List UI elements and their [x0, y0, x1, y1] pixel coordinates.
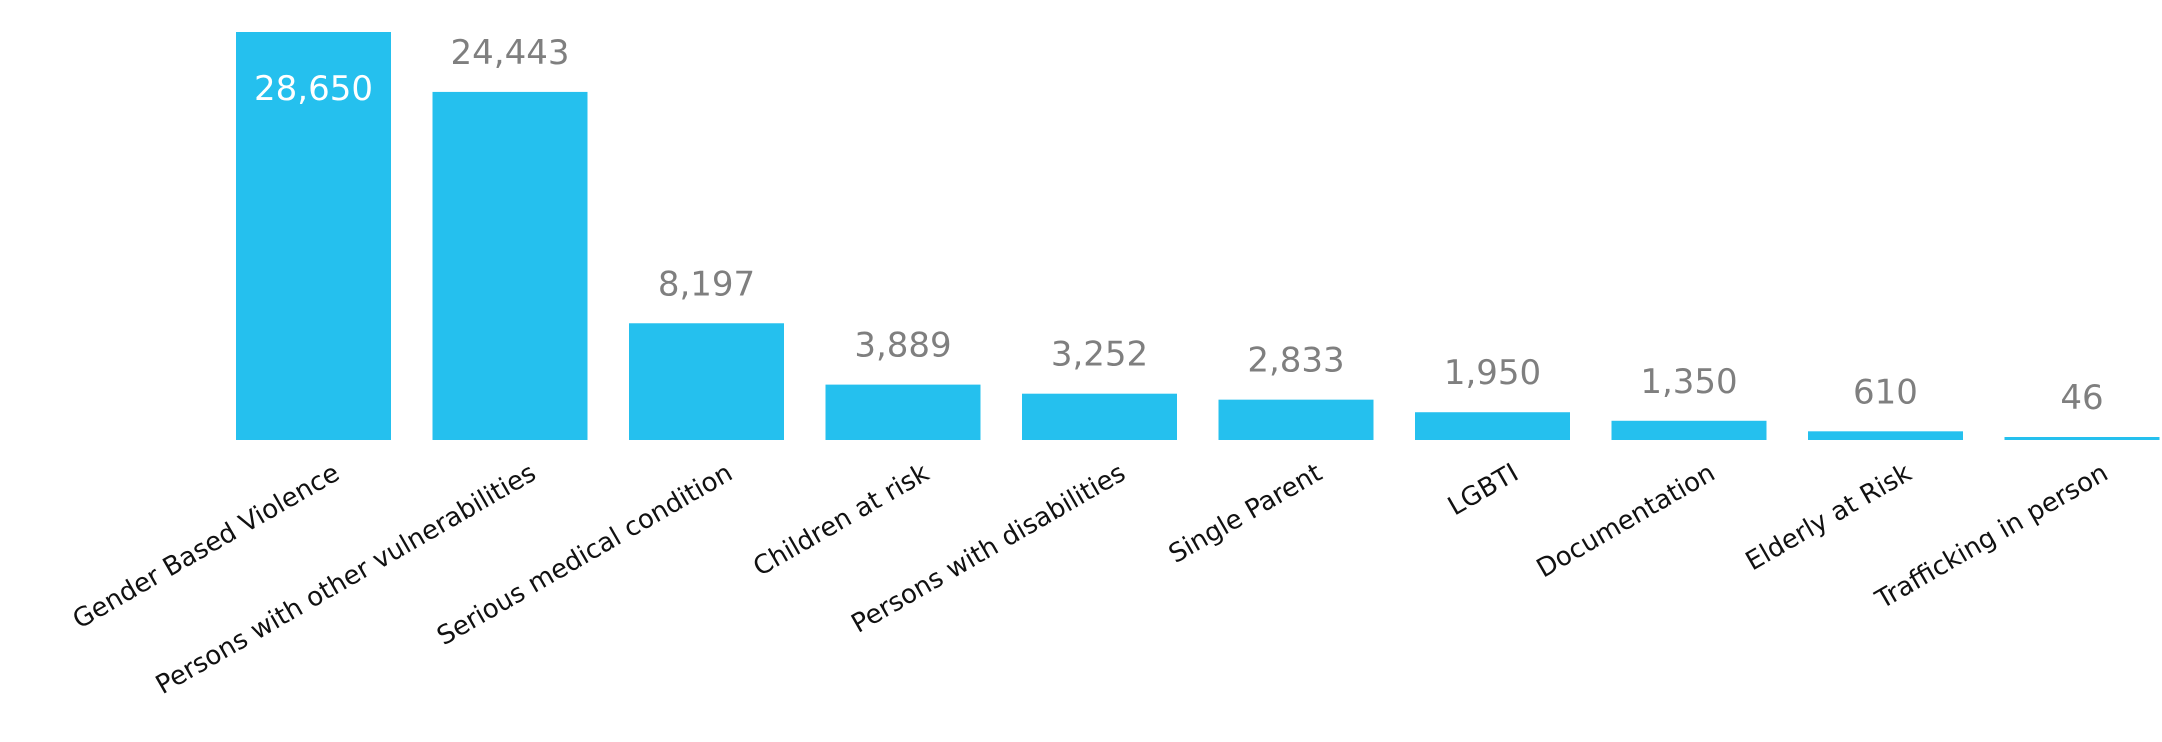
- bars-group: [236, 32, 2160, 441]
- value-labels-group: 28,650 24,443 8,197 3,889 3,252 2,833 1,950 1,3…: [254, 33, 2104, 418]
- bar-children-at-risk: [825, 384, 981, 440]
- bar-serious-medical-condition: [629, 323, 784, 440]
- value-label-lgbti: 1,950: [1444, 353, 1541, 393]
- bar-gender-based-violence: [236, 32, 391, 440]
- category-label-documentation: Documentation: [1532, 458, 1721, 584]
- bar-persons-with-other-vulnerabilities: [432, 91, 588, 441]
- value-label-gender-based-violence: 28,650: [254, 69, 373, 109]
- value-label-trafficking-in-person: 46: [2060, 378, 2103, 418]
- value-label-persons-with-disabilities: 3,252: [1051, 335, 1148, 375]
- bar-documentation: [1611, 420, 1767, 440]
- bar-elderly-at-risk: [1808, 431, 1963, 440]
- value-label-single-parent: 2,833: [1247, 341, 1344, 381]
- value-label-serious-medical-condition: 8,197: [658, 264, 755, 304]
- category-label-persons-with-other-vulnerabilities: Persons with other vulnerabilities: [151, 458, 541, 701]
- value-label-documentation: 1,350: [1640, 362, 1737, 402]
- bar-persons-with-disabilities: [1022, 393, 1177, 440]
- bar-lgbti: [1415, 412, 1570, 440]
- category-label-children-at-risk: Children at risk: [748, 458, 934, 583]
- category-label-lgbti: LGBTI: [1443, 458, 1524, 522]
- value-label-elderly-at-risk: 610: [1853, 372, 1918, 412]
- value-label-persons-with-other-vulnerabilities: 24,443: [451, 33, 570, 73]
- value-label-children-at-risk: 3,889: [854, 326, 951, 366]
- bar-trafficking-in-person: [2004, 437, 2160, 440]
- category-label-single-parent: Single Parent: [1164, 458, 1327, 570]
- bar-single-parent: [1218, 399, 1374, 440]
- category-label-elderly-at-risk: Elderly at Risk: [1741, 458, 1917, 577]
